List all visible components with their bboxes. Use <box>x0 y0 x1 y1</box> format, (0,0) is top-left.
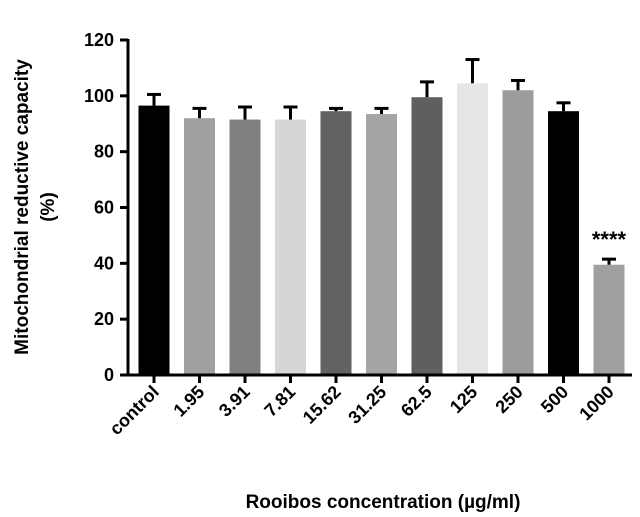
annotations-group: **** <box>592 227 627 252</box>
y-tick-label-4: 80 <box>94 142 114 162</box>
bars-group <box>138 83 625 376</box>
y-axis-title-line2: (%) <box>38 192 59 222</box>
bar-8 <box>502 90 534 375</box>
x-tick-label-5: 31.25 <box>344 382 390 428</box>
y-tick-label-6: 120 <box>84 30 114 50</box>
significance-annotation-0: **** <box>592 227 627 252</box>
bar-0 <box>138 105 170 376</box>
x-tick-label-6: 62.5 <box>397 382 436 421</box>
x-tick-label-1: 1.95 <box>169 382 208 421</box>
x-tick-label-9: 500 <box>537 382 572 417</box>
bar-9 <box>548 111 579 375</box>
x-tick-label-2: 3.91 <box>215 382 254 421</box>
y-tick-label-3: 60 <box>94 198 114 218</box>
x-ticks-group: control 1.95 3.91 7.81 15.62 31.25 62.5 125 250 5… <box>106 375 618 439</box>
y-axis-title-line1: Mitochondrial reductive capacity <box>12 59 33 355</box>
x-axis-title: Rooibos concentration (µg/ml) <box>246 492 521 513</box>
bar-10 <box>593 264 625 375</box>
x-tick-label-0: control <box>106 382 163 439</box>
bar-2 <box>229 119 261 375</box>
bar-7 <box>457 83 488 375</box>
bar-4 <box>320 111 352 375</box>
y-tick-label-1: 20 <box>94 309 114 329</box>
y-tick-label-0: 0 <box>104 365 114 385</box>
x-tick-label-7: 125 <box>446 382 481 417</box>
bar-5 <box>366 113 397 376</box>
x-tick-label-10: 1000 <box>575 382 617 424</box>
bar-3 <box>275 119 306 375</box>
x-tick-label-3: 7.81 <box>260 382 299 421</box>
bar-6 <box>411 97 443 376</box>
x-tick-label-4: 15.62 <box>299 382 345 428</box>
y-tick-label-5: 100 <box>84 86 114 106</box>
y-tick-label-2: 40 <box>94 253 114 273</box>
bar-1 <box>184 118 215 376</box>
x-tick-label-8: 250 <box>491 382 526 417</box>
error-bars-group <box>147 58 616 265</box>
y-ticks-group: 0 20 40 60 80 100 120 <box>84 30 128 385</box>
